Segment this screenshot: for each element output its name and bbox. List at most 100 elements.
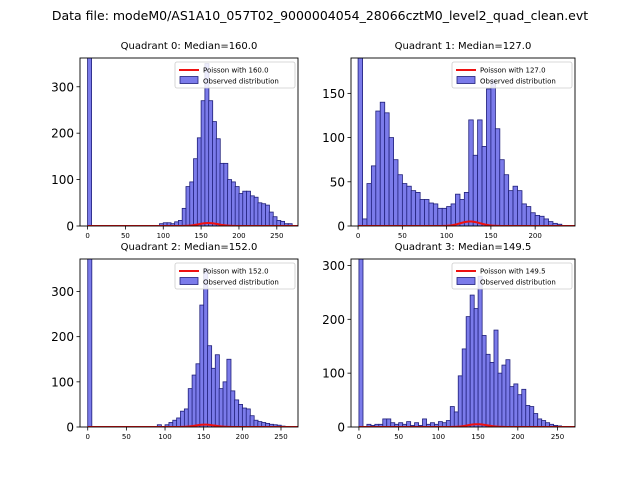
x-tick-label: 50 (398, 232, 407, 240)
figure-title: Data file: modeM0/AS1A10_057T02_90000040… (51, 8, 589, 23)
legend-entry-poisson: Poisson with 152.0 (203, 268, 269, 276)
histogram-bar (437, 207, 443, 226)
y-tick-label: 150 (322, 87, 345, 101)
x-tick-label: 100 (157, 232, 170, 240)
histogram-bar (419, 199, 425, 226)
plot-area (358, 259, 575, 427)
histogram-bar (384, 112, 390, 226)
plot-area (357, 58, 575, 226)
legend-bar-swatch (179, 277, 199, 285)
x-tick-label: 50 (122, 433, 131, 441)
x-tick-label: 200 (236, 433, 249, 441)
histogram-bar (477, 119, 483, 226)
histogram-bar (428, 202, 434, 226)
subplot-title: Quadrant 3: Median=149.5 (395, 242, 532, 253)
histogram-bar (461, 348, 467, 427)
x-tick-label: 150 (484, 232, 497, 240)
histogram-bar (486, 88, 492, 226)
histogram-bar (455, 193, 461, 226)
histogram-bar (501, 364, 507, 427)
histogram-bar (529, 406, 535, 427)
histogram-bar (505, 359, 511, 427)
histogram-bar (401, 183, 408, 226)
histogram-bar (499, 159, 505, 226)
legend-bar-swatch (179, 76, 199, 84)
x-tick-label: 250 (551, 433, 564, 441)
x-tick-label: 250 (274, 433, 287, 441)
histogram-bar (513, 383, 519, 427)
x-tick-label: 0 (357, 433, 361, 441)
histogram-bar (473, 308, 479, 427)
legend-entry-observed: Observed distribution (203, 279, 279, 287)
legend-entry-poisson: Poisson with 149.5 (480, 268, 546, 276)
histogram-bar (362, 218, 368, 226)
subplot-1: 0 50 100 150 200 0 50 100 150 Quadrant 1: Median=… (322, 41, 576, 240)
poisson-curve (87, 222, 298, 226)
histogram-bar (382, 418, 388, 427)
histogram-bar (379, 101, 386, 226)
y-tick-label: 200 (322, 313, 345, 327)
legend-box (174, 262, 296, 290)
histogram-bar (533, 413, 539, 427)
histogram-bar (503, 174, 510, 226)
histogram-bar (508, 190, 514, 226)
histogram-bar (537, 418, 543, 427)
histogram-bar (156, 424, 162, 427)
x-tick-label: 200 (511, 433, 524, 441)
legend-entry-observed: Observed distribution (480, 279, 556, 287)
legend: Poisson with 152.0 Observed distribution (174, 262, 296, 290)
histogram-bar (357, 58, 363, 226)
histogram-bar (397, 174, 403, 226)
histogram-bar (481, 335, 487, 427)
x-tick-label: 50 (121, 232, 130, 240)
histogram-bar (468, 119, 474, 226)
histogram-bar (386, 418, 392, 427)
histogram-bar (485, 353, 491, 427)
legend-bar-swatch (456, 76, 476, 84)
histogram-bar (453, 411, 459, 427)
x-tick-label: 100 (158, 433, 171, 441)
histogram-bar (406, 421, 412, 427)
histogram-bar (477, 275, 483, 427)
histogram-bar (494, 128, 501, 226)
subplot-2: 0 50 100 150 200 250 0 100 200 300 Quadrant 2: Med… (51, 242, 299, 441)
legend-box (451, 262, 573, 290)
histogram-bar (490, 79, 496, 226)
histogram-bar (543, 218, 549, 226)
subplot-3: 0 50 100 150 200 250 0 100 200 300 Quadrant 3: Med… (322, 242, 576, 441)
histogram-bar (415, 191, 421, 226)
y-tick-label: 100 (51, 173, 74, 187)
legend-bar-swatch (456, 277, 476, 285)
y-tick-label: 300 (322, 259, 345, 273)
x-tick-label: 0 (356, 232, 360, 240)
legend: Poisson with 160.0 Observed distribution (174, 61, 296, 89)
histogram-bar (87, 58, 92, 226)
legend-entry-observed: Observed distribution (480, 78, 556, 86)
histogram-bar (422, 418, 427, 427)
histogram-bar (410, 190, 417, 226)
poisson-curve (358, 423, 575, 427)
histogram-bar (287, 223, 293, 226)
y-tick-label: 50 (330, 175, 345, 189)
histogram-bar (534, 214, 541, 226)
histogram-bar (388, 137, 394, 226)
histogram-bar (450, 203, 456, 226)
poisson-curve (358, 220, 575, 226)
x-tick-label: 150 (194, 232, 207, 240)
axes-frame (79, 57, 299, 227)
legend-box (451, 61, 573, 89)
histogram-bar (525, 405, 531, 427)
histogram-bar (493, 329, 499, 427)
histogram-bar (375, 110, 381, 226)
axes-frame (79, 258, 299, 428)
x-tick-label: 150 (197, 433, 210, 441)
y-tick-label: 0 (66, 220, 74, 234)
histogram-bar (481, 146, 487, 226)
y-tick-label: 100 (51, 375, 74, 389)
histogram-bar (489, 361, 495, 427)
histogram-bar (497, 372, 503, 427)
poisson-curve (87, 423, 298, 427)
histogram-bar (393, 159, 399, 226)
subplot-title: Quadrant 1: Median=127.0 (395, 41, 532, 52)
x-tick-label: 200 (528, 232, 541, 240)
